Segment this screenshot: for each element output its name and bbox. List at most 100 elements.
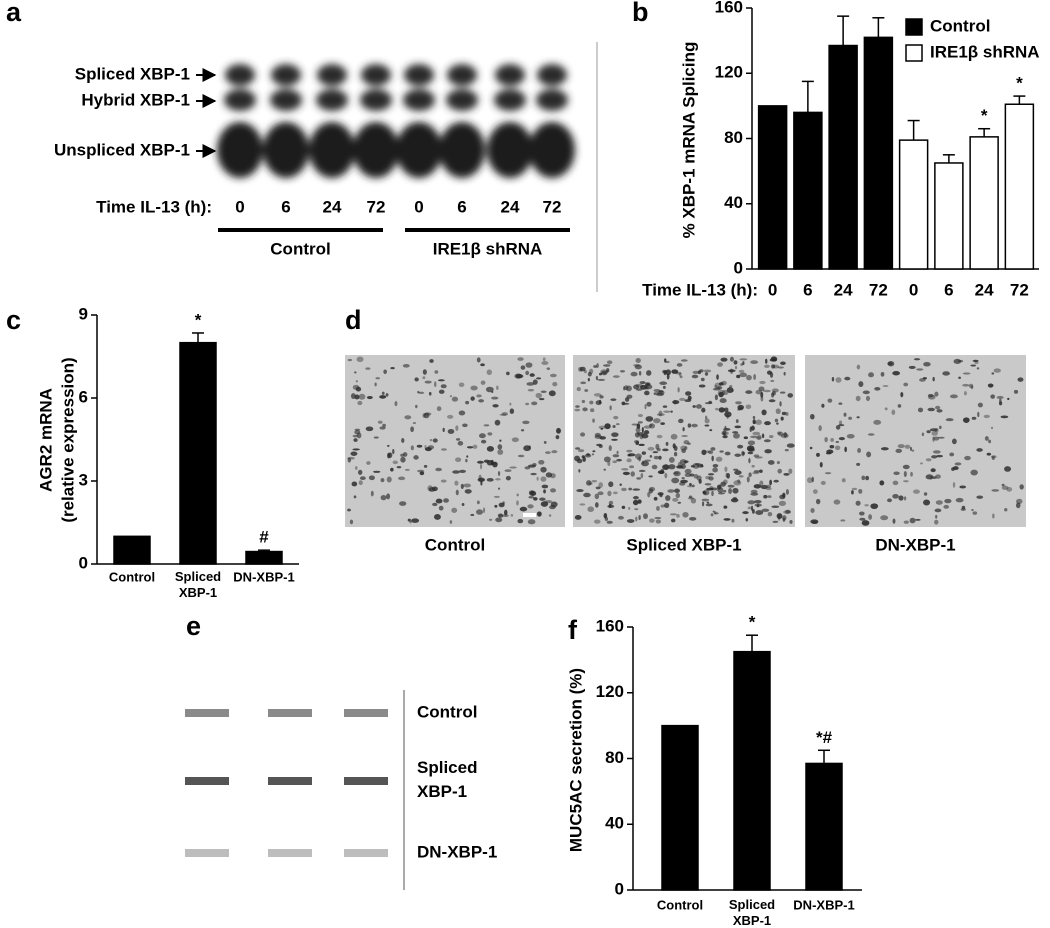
- cell: [915, 518, 921, 521]
- cell: [501, 412, 508, 416]
- cell: [516, 493, 519, 497]
- cell: [637, 421, 643, 424]
- cell: [750, 435, 758, 439]
- cell: [951, 467, 955, 471]
- cell: [838, 424, 845, 427]
- cell: [619, 483, 622, 486]
- cell: [615, 423, 620, 426]
- cell: [594, 493, 600, 500]
- cell: [643, 430, 650, 435]
- cell: [733, 468, 739, 471]
- cell: [511, 437, 519, 443]
- cell: [972, 511, 978, 515]
- cell: [634, 453, 642, 460]
- cell: [478, 474, 482, 481]
- cell: [806, 477, 813, 484]
- cell: [974, 360, 979, 365]
- cell: [529, 373, 535, 377]
- cell: [476, 509, 484, 515]
- cell: [902, 464, 910, 470]
- cell: [759, 380, 766, 385]
- cell: [748, 457, 751, 464]
- panel-letter: f: [568, 615, 578, 645]
- cell: [641, 451, 647, 455]
- cell: [764, 449, 772, 454]
- legend-label: Control: [930, 16, 990, 35]
- cell: [734, 365, 738, 370]
- cell: [685, 391, 692, 396]
- gel-band: [271, 64, 301, 86]
- cell: [478, 399, 484, 403]
- y-tick-label: 0: [615, 879, 624, 898]
- cell: [679, 397, 686, 401]
- cell: [402, 363, 410, 368]
- cell: [616, 458, 622, 462]
- cell: [386, 476, 392, 483]
- cell: [599, 372, 602, 376]
- cell: [971, 416, 977, 420]
- cell: [432, 438, 438, 443]
- cell: [540, 501, 549, 507]
- cell: [442, 427, 445, 433]
- cell: [880, 447, 889, 451]
- cell: [458, 410, 466, 416]
- cell: [765, 487, 772, 491]
- cell: [746, 476, 750, 483]
- cell: [380, 495, 387, 501]
- cell: [971, 508, 974, 511]
- cell: [770, 356, 778, 362]
- lane-label: 24: [323, 197, 342, 216]
- cell: [712, 387, 721, 391]
- cell: [613, 415, 619, 420]
- cell: [634, 432, 640, 438]
- cell: [774, 418, 779, 423]
- group-label: IRE1β shRNA: [433, 239, 543, 258]
- cell: [1004, 507, 1008, 512]
- cell: [844, 446, 847, 453]
- cell: [621, 467, 629, 471]
- cell: [1001, 483, 1005, 487]
- y-tick-label: 80: [605, 748, 624, 767]
- panel-letter: b: [632, 0, 649, 27]
- cell: [544, 500, 553, 504]
- cell: [668, 464, 676, 470]
- cell: [580, 381, 587, 385]
- cell: [597, 491, 604, 496]
- cell: [692, 463, 700, 469]
- cell: [440, 448, 447, 451]
- cell: [466, 446, 474, 449]
- lane-label: 24: [501, 197, 520, 216]
- cell: [782, 492, 786, 498]
- cell: [882, 384, 889, 387]
- cell: [582, 456, 586, 462]
- cell: [552, 381, 558, 387]
- bar: [1004, 103, 1035, 270]
- cell: [433, 514, 441, 520]
- cell: [689, 482, 692, 487]
- cell: [755, 510, 764, 516]
- cell: [382, 423, 386, 428]
- cell: [701, 407, 706, 413]
- cell: [892, 480, 899, 486]
- x-tick-label: DN-XBP-1: [793, 897, 854, 912]
- cell: [455, 438, 461, 441]
- cell: [470, 513, 475, 517]
- cell: [897, 404, 902, 408]
- row-label: DN-XBP-1: [417, 842, 497, 861]
- cell: [844, 376, 851, 381]
- cell: [394, 401, 398, 407]
- cell: [753, 421, 757, 424]
- cell: [449, 395, 453, 398]
- cell: [954, 462, 962, 466]
- cell: [835, 377, 842, 383]
- cell: [352, 434, 358, 438]
- cell: [986, 452, 992, 456]
- cell: [494, 504, 498, 508]
- cell: [586, 480, 592, 486]
- cell: [759, 480, 764, 486]
- cell: [490, 459, 494, 466]
- cell: [574, 408, 581, 412]
- cell: [583, 369, 587, 374]
- cell: [955, 497, 964, 503]
